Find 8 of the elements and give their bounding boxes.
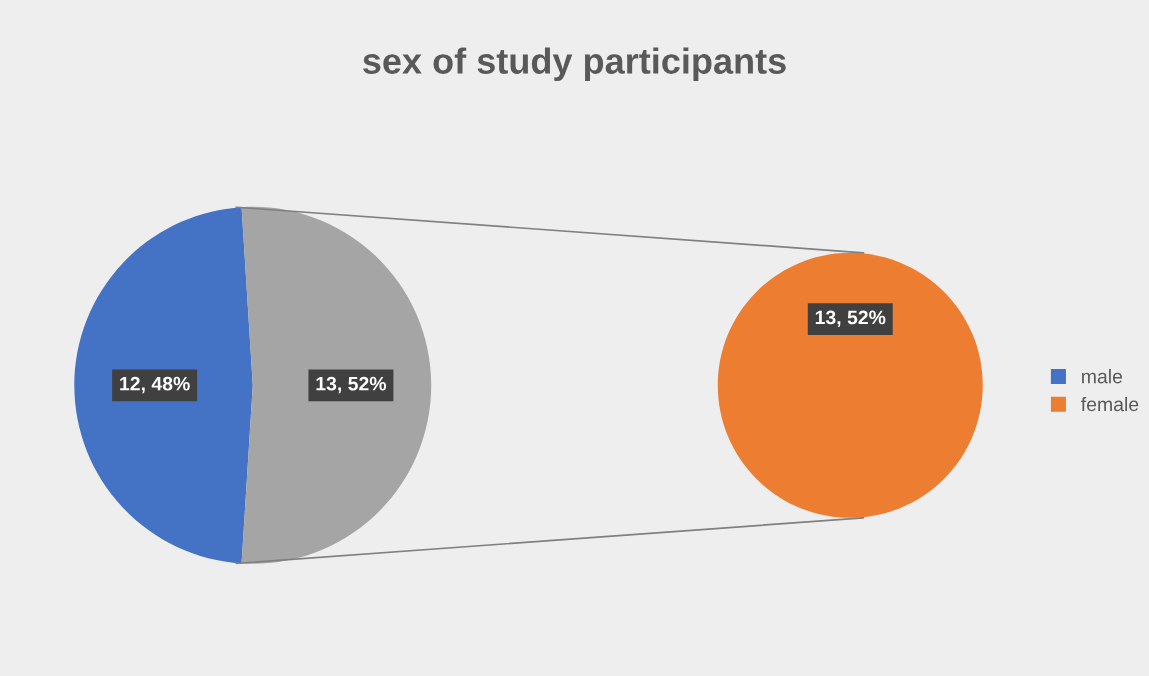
data-label: 13, 52% — [316, 376, 387, 394]
legend-label: female — [1081, 396, 1139, 412]
data-label: 12, 48% — [120, 376, 190, 394]
data-label: 13, 52% — [815, 310, 886, 328]
legend-label: male — [1082, 369, 1123, 384]
pie-slice — [241, 206, 432, 564]
pie-slice — [74, 207, 253, 564]
chart-title: sex of study participants — [363, 47, 786, 82]
